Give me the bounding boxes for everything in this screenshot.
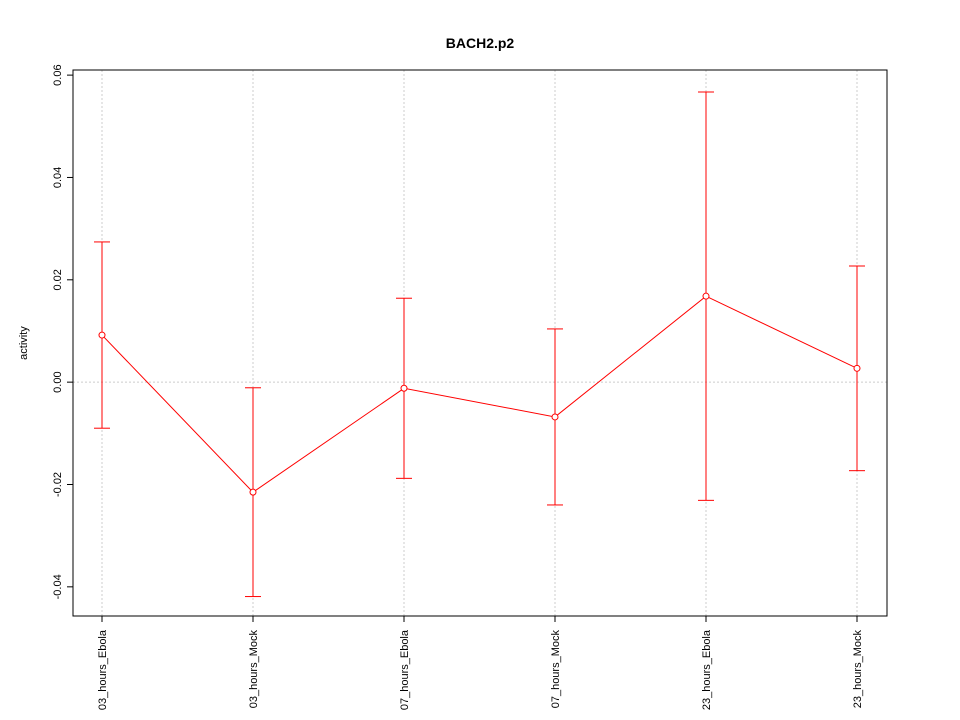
x-tick-label: 23_hours_Ebola	[701, 629, 713, 710]
y-tick-label: 0.06	[52, 64, 64, 85]
x-tick-label: 03_hours_Mock	[248, 630, 260, 709]
x-tick-label: 03_hours_Ebola	[97, 629, 109, 710]
point	[249, 488, 257, 496]
y-tick-label: -0.04	[52, 574, 64, 599]
y-tick-label: -0.02	[52, 472, 64, 497]
point	[98, 331, 106, 339]
line	[101, 295, 858, 493]
plot-frame	[72, 69, 888, 617]
point	[400, 384, 408, 392]
point	[853, 364, 861, 372]
y-tick-label: 0.00	[52, 371, 64, 392]
y-tick-label: 0.02	[52, 269, 64, 290]
x-tick-label: 07_hours_Mock	[550, 630, 562, 709]
point	[702, 292, 710, 300]
chart-title: BACH2.p2	[446, 35, 515, 51]
x-tick-label: 07_hours_Ebola	[399, 629, 411, 710]
point	[551, 413, 559, 421]
y-tick-label: 0.04	[52, 167, 64, 188]
x-tick-label: 23_hours_Mock	[852, 630, 864, 709]
y-axis-label: activity	[18, 326, 30, 360]
